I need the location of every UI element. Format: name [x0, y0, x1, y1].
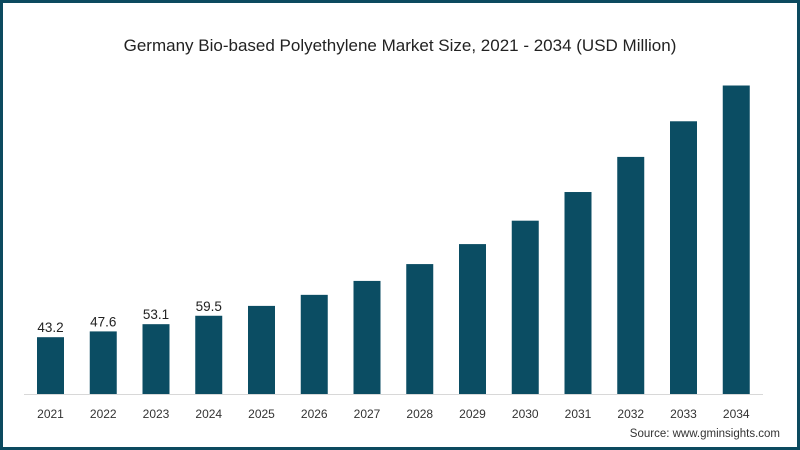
bar-2031: [564, 192, 592, 394]
bar-2023: [142, 324, 170, 394]
x-tick-label: 2022: [90, 407, 117, 421]
source-note: Source: www.gminsights.com: [629, 428, 780, 440]
bar-2027: [353, 280, 381, 394]
x-tick-label: 2029: [459, 407, 486, 421]
bar-2021: [37, 337, 64, 394]
data-label: 43.2: [37, 320, 63, 335]
bar-2026: [300, 294, 328, 394]
bar-2030: [511, 220, 539, 394]
bar-2029: [459, 244, 486, 394]
x-tick-label: 2026: [301, 407, 328, 421]
x-tick-label: 2031: [565, 407, 592, 421]
x-tick-label: 2034: [723, 407, 750, 421]
x-tick-label: 2027: [354, 407, 381, 421]
bar-2025: [248, 305, 275, 394]
bar-2032: [617, 156, 645, 394]
data-label: 47.6: [90, 314, 116, 329]
bar-2028: [406, 264, 434, 394]
bar-2034: [722, 85, 750, 394]
x-tick-label: 2023: [143, 407, 170, 421]
chart-title: Germany Bio-based Polyethylene Market Si…: [123, 36, 677, 55]
bar-2033: [670, 121, 697, 395]
data-label: 59.5: [196, 299, 222, 314]
bar-2024: [195, 315, 223, 394]
x-tick-label: 2032: [617, 407, 644, 421]
x-tick-label: 2028: [406, 407, 433, 421]
bar-chart: 2021 43.2 2022 47.6 2023 53.1 2024 59.5 2025 2026…: [24, 85, 763, 421]
x-tick-label: 2030: [512, 407, 539, 421]
bar-2022: [89, 331, 117, 394]
data-label: 53.1: [143, 307, 169, 322]
x-tick-label: 2033: [670, 407, 697, 421]
x-tick-label: 2021: [37, 407, 64, 421]
x-tick-label: 2025: [248, 407, 275, 421]
x-tick-label: 2024: [195, 407, 222, 421]
